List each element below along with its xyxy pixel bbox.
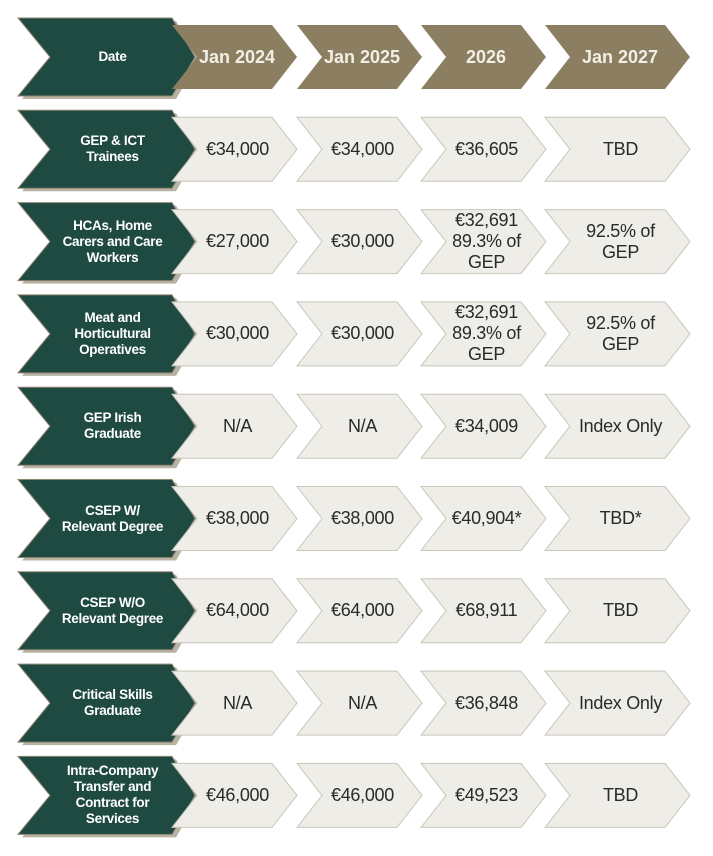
- value-cell-chevron: [419, 301, 547, 367]
- value-cell-chevron: [419, 209, 547, 275]
- value-cell: €34,009: [455, 415, 518, 436]
- row-header-chevron: [16, 202, 196, 282]
- value-cell: N/A: [222, 692, 253, 713]
- value-cell-chevron: [543, 670, 691, 736]
- value-cell: TBD: [602, 784, 639, 805]
- row-label: Meat and Horticultural Operatives: [74, 309, 151, 357]
- date-column-label: Jan 2025: [323, 46, 401, 67]
- value-cell: €64,000: [206, 600, 269, 621]
- value-cell-chevron: [170, 578, 298, 644]
- value-cell-chevron: [170, 393, 298, 459]
- value-cell-chevron: [170, 762, 298, 828]
- value-cell: Index Only: [578, 415, 663, 436]
- value-cell: €32,691 89.3% of GEP: [452, 302, 521, 365]
- value-cell: Index Only: [578, 692, 663, 713]
- value-cell: €27,000: [206, 231, 269, 252]
- value-cell: €64,000: [331, 600, 394, 621]
- value-cell: €38,000: [206, 508, 269, 528]
- value-cell-chevron: [543, 486, 691, 551]
- value-cell: €30,000: [206, 323, 269, 344]
- value-cell-chevron: [419, 486, 547, 551]
- date-column-label: Jan 2024: [198, 46, 276, 67]
- date-column-chevron: [545, 25, 690, 89]
- row-label: CSEP W/O Relevant Degree: [61, 594, 164, 626]
- value-cell-chevron: [295, 670, 423, 736]
- value-cell-chevron: [295, 116, 423, 182]
- value-cell: €34,000: [331, 138, 394, 159]
- value-cell: €34,000: [206, 138, 269, 159]
- value-cell-chevron: [543, 393, 691, 459]
- date-column-chevron: [297, 25, 422, 89]
- row-header-chevron: [16, 755, 196, 835]
- value-cell: €38,000: [331, 508, 394, 528]
- value-cell: €30,000: [331, 323, 394, 344]
- value-cell-chevron: [295, 486, 423, 551]
- value-cell: €36,605: [455, 138, 518, 159]
- value-cell-chevron: [170, 209, 298, 275]
- value-cell: €32,691 89.3% of GEP: [452, 210, 521, 273]
- value-cell: €46,000: [206, 784, 269, 805]
- date-header-chevron: [16, 17, 196, 97]
- value-cell-chevron: [295, 762, 423, 828]
- row-header-chevron: [16, 294, 196, 374]
- value-cell: €36,848: [455, 692, 518, 713]
- value-cell-chevron: [419, 116, 547, 182]
- row-label: Intra-Company Transfer and Contract for …: [66, 763, 159, 827]
- value-cell-chevron: [170, 486, 298, 551]
- row-label: GEP Irish Graduate: [83, 410, 142, 442]
- value-cell: TBD: [602, 600, 639, 621]
- date-column-label: Jan 2027: [581, 46, 659, 67]
- value-cell-chevron: [419, 762, 547, 828]
- value-cell-chevron: [543, 116, 691, 182]
- value-cell: N/A: [347, 415, 378, 436]
- row-label: Critical Skills Graduate: [72, 687, 153, 719]
- value-cell: €30,000: [331, 231, 394, 252]
- value-cell: 92.5% of GEP: [586, 312, 655, 354]
- row-header-chevron: [16, 663, 196, 743]
- row-header-chevron: [16, 571, 196, 651]
- value-cell: TBD: [602, 138, 639, 159]
- value-cell-chevron: [295, 209, 423, 275]
- row-header-chevron: [16, 386, 196, 466]
- value-cell-chevron: [295, 301, 423, 367]
- value-cell: €40,904*: [451, 508, 522, 528]
- value-cell-chevron: [543, 578, 691, 644]
- value-cell: €46,000: [331, 784, 394, 805]
- value-cell: €68,911: [455, 600, 518, 621]
- value-cell-chevron: [543, 209, 691, 275]
- row-label: CSEP W/ Relevant Degree: [61, 502, 164, 534]
- value-cell-chevron: [170, 116, 298, 182]
- value-cell-chevron: [419, 670, 547, 736]
- value-cell: N/A: [347, 692, 378, 713]
- value-cell-chevron: [419, 578, 547, 644]
- row-label: HCAs, Home Carers and Care Workers: [62, 217, 163, 265]
- value-cell-chevron: [543, 301, 691, 367]
- value-cell: €49,523: [455, 784, 518, 805]
- value-cell: TBD*: [599, 508, 642, 528]
- value-cell-chevron: [295, 393, 423, 459]
- value-cell-chevron: [170, 301, 298, 367]
- date-column-label: 2026: [465, 46, 507, 67]
- row-header-chevron: [16, 479, 196, 558]
- date-header-label: Date: [98, 49, 127, 64]
- date-column-chevron: [172, 25, 297, 89]
- value-cell-chevron: [170, 670, 298, 736]
- date-column-chevron: [421, 25, 546, 89]
- row-label: GEP & ICT Trainees: [80, 133, 145, 165]
- value-cell-chevron: [295, 578, 423, 644]
- value-cell-chevron: [543, 762, 691, 828]
- row-header-chevron: [16, 109, 196, 189]
- value-cell-chevron: [419, 393, 547, 459]
- value-cell: 92.5% of GEP: [586, 220, 655, 262]
- value-cell: N/A: [222, 415, 253, 436]
